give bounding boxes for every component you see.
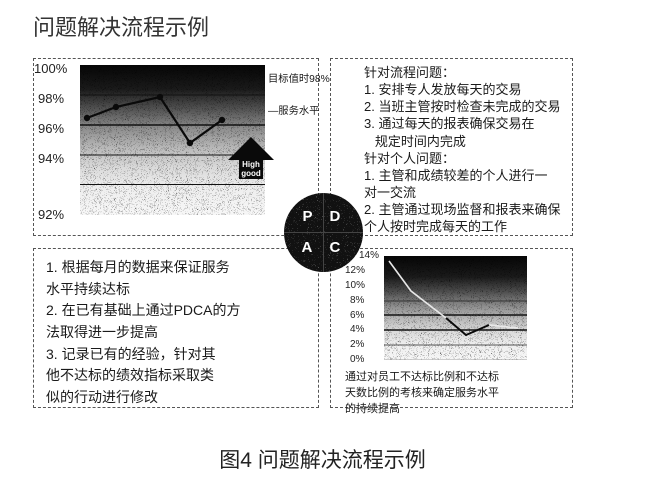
svg-text:High: High (242, 160, 260, 169)
svg-text:good: good (241, 169, 261, 178)
